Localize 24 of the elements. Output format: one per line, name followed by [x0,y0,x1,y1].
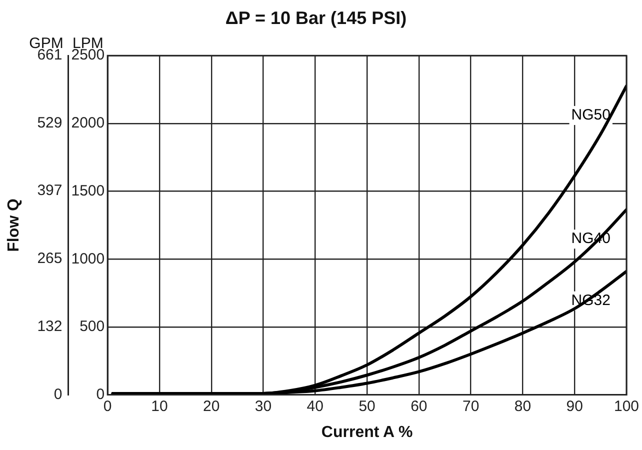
x-tick-label: 10 [151,398,168,415]
y2-tick-label: 529 [37,114,62,132]
x-tick-label: 50 [358,398,376,415]
chart-title: ΔP = 10 Bar (145 PSI) [225,8,407,28]
y-tick-label: 0 [96,386,105,403]
x-axis-title: Current A % [321,424,413,441]
y-tick-label: 1500 [71,182,105,200]
x-tick-label: 100 [614,398,639,415]
y-tick-label: 1000 [71,250,105,268]
text: Flow Q [5,198,22,252]
y2-tick-label: 0 [54,386,62,403]
y-tick-label: 2000 [71,114,105,132]
x-tick-label: 90 [566,398,583,415]
y2-tick-label: 265 [37,250,62,267]
x-tick-label: 60 [410,398,428,415]
x-tick-label: 20 [203,398,220,415]
x-tick-label: 80 [514,398,532,415]
y2-tick-label: 397 [37,182,62,200]
x-tick-label: 30 [254,398,272,415]
y-tick-label: 500 [80,318,105,336]
y2-tick-label: 132 [37,318,62,336]
x-tick-label: 70 [462,398,480,415]
x-tick-label: 40 [306,398,324,415]
series-label: NG50 [571,106,610,124]
